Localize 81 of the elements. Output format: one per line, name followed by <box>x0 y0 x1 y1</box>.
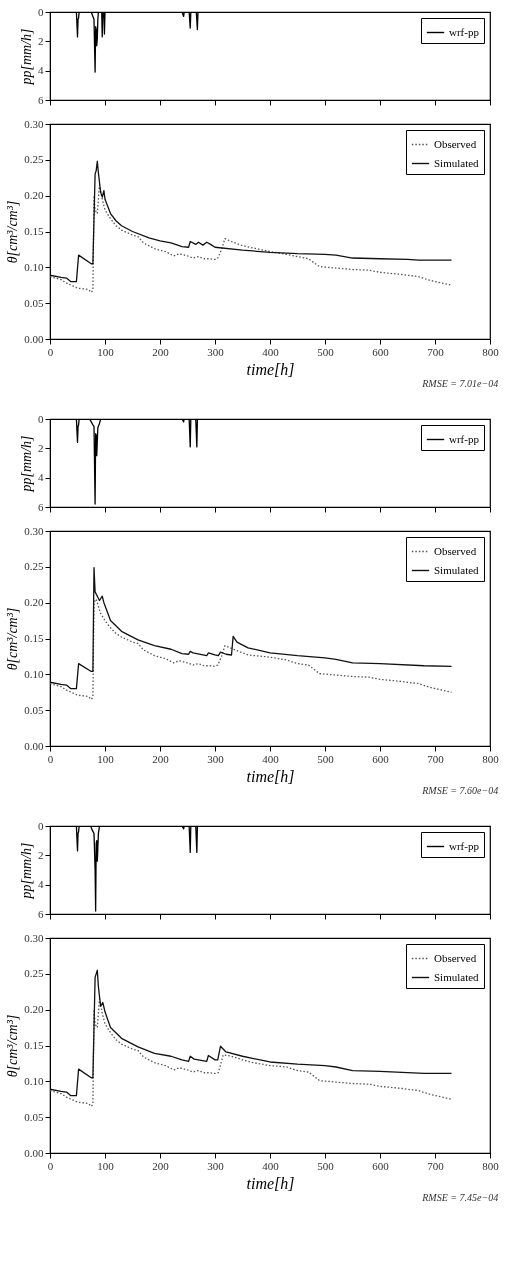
x-tick-label: 800 <box>482 345 500 358</box>
y-axis-title: θ[cm³/cm³] <box>5 1014 21 1078</box>
y-tick-label: 0.00 <box>24 332 44 345</box>
y-tick-label: 0 <box>38 819 44 832</box>
y-tick-label: 0.05 <box>24 703 44 716</box>
text: RMSE = 7.45e−04 <box>421 1192 499 1203</box>
y-tick-label: 0.05 <box>24 296 44 309</box>
y-tick-label: 0.20 <box>24 189 44 202</box>
x-tick-label: 200 <box>152 1159 170 1172</box>
y-tick-label: 4 <box>38 64 44 77</box>
y-axis-title: pp[mm/h] <box>19 842 34 900</box>
x-tick-label: 0 <box>47 752 54 765</box>
y-tick-label: 0.00 <box>24 739 44 752</box>
x-tick-label: 700 <box>427 752 445 765</box>
legend-label: Simulated <box>434 156 480 169</box>
y-tick-label: 0.30 <box>24 117 44 130</box>
text: RMSE = 7.01e−04 <box>421 378 499 389</box>
x-tick-label: 500 <box>317 1159 335 1172</box>
x-axis-title: time[h] <box>246 360 295 378</box>
x-tick-label: 0 <box>47 345 54 358</box>
y-tick-label: 0.10 <box>24 1074 44 1087</box>
x-tick-label: 700 <box>427 1159 445 1172</box>
y-tick-label: 0.25 <box>24 560 44 573</box>
x-tick-label: 600 <box>372 752 390 765</box>
y-tick-label: 0 <box>38 5 44 18</box>
legend-label: wrf-pp <box>449 839 480 852</box>
y-axis-title: pp[mm/h] <box>19 28 34 86</box>
y-tick-label: 0.25 <box>24 967 44 980</box>
x-tick-label: 300 <box>207 1159 225 1172</box>
legend-label: Simulated <box>434 563 480 576</box>
x-tick-label: 800 <box>482 1159 500 1172</box>
y-tick-label: 2 <box>38 441 44 454</box>
y-axis-title: pp[mm/h] <box>19 435 34 493</box>
x-tick-label: 400 <box>262 1159 280 1172</box>
x-tick-label: 600 <box>372 345 390 358</box>
y-tick-label: 2 <box>38 848 44 861</box>
x-tick-label: 700 <box>427 345 445 358</box>
y-tick-label: 0.20 <box>24 1003 44 1016</box>
y-tick-label: 6 <box>38 500 44 513</box>
y-tick-label: 0.15 <box>24 225 44 237</box>
y-tick-label: 0.25 <box>24 153 44 166</box>
legend-label: Observed <box>434 951 477 964</box>
y-tick-label: 0.30 <box>24 524 44 537</box>
y-tick-label: 4 <box>38 471 44 484</box>
y-tick-label: 2 <box>38 34 44 47</box>
legend-label: Observed <box>434 137 477 150</box>
x-tick-label: 100 <box>97 752 115 765</box>
x-tick-label: 500 <box>317 345 335 358</box>
legend-label: wrf-pp <box>449 25 480 38</box>
y-tick-label: 0.20 <box>24 596 44 609</box>
x-tick-label: 300 <box>207 752 225 765</box>
x-tick-label: 200 <box>152 345 170 358</box>
x-tick-label: 300 <box>207 345 225 358</box>
x-tick-label: 100 <box>97 1159 115 1172</box>
y-tick-label: 0.05 <box>24 1110 44 1123</box>
legend-label: Observed <box>434 544 477 557</box>
x-tick-label: 600 <box>372 1159 390 1172</box>
y-tick-label: 0.15 <box>24 632 44 644</box>
y-tick-label: 6 <box>38 907 44 920</box>
y-tick-label: 0.00 <box>24 1146 44 1159</box>
y-tick-label: 6 <box>38 93 44 106</box>
legend-label: Simulated <box>434 970 480 983</box>
legend-label: wrf-pp <box>449 432 480 445</box>
text: RMSE = 7.60e−04 <box>421 785 499 796</box>
x-tick-label: 0 <box>47 1159 54 1172</box>
y-tick-label: 0.30 <box>24 931 44 944</box>
x-tick-label: 100 <box>97 345 115 358</box>
y-tick-label: 0.10 <box>24 260 44 273</box>
y-axis-title: θ[cm³/cm³] <box>5 200 21 264</box>
x-tick-label: 800 <box>482 752 500 765</box>
x-tick-label: 400 <box>262 752 280 765</box>
y-tick-label: 0.15 <box>24 1039 44 1051</box>
y-axis-title: θ[cm³/cm³] <box>5 607 21 671</box>
x-tick-label: 400 <box>262 345 280 358</box>
x-axis-title: time[h] <box>246 1174 295 1192</box>
y-tick-label: 0 <box>38 412 44 425</box>
x-axis-title: time[h] <box>246 767 295 785</box>
y-tick-label: 4 <box>38 878 44 891</box>
y-tick-label: 0.10 <box>24 667 44 680</box>
x-tick-label: 200 <box>152 752 170 765</box>
x-tick-label: 500 <box>317 752 335 765</box>
